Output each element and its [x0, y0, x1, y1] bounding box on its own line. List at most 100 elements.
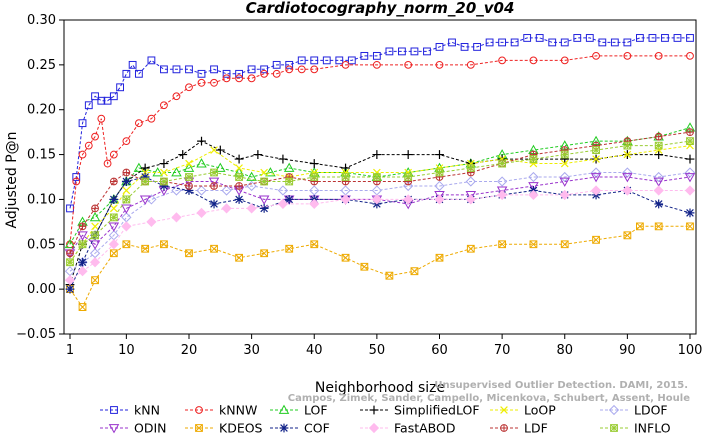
data-point-loop [623, 150, 632, 159]
data-point-knnw [529, 56, 538, 65]
legend-marker-ldof [608, 404, 620, 416]
data-point-fastabod [465, 194, 476, 205]
legend-label-knn: kNN [134, 403, 160, 418]
data-point-cof [284, 195, 294, 204]
data-point-knn [623, 38, 632, 47]
data-point-kdeos [623, 231, 632, 240]
data-point-knn [360, 51, 369, 60]
data-point-inflo [210, 168, 218, 177]
series-layer [64, 34, 696, 311]
data-point-lof [183, 162, 195, 172]
data-point-inflo [592, 146, 600, 154]
data-point-knnw [435, 60, 444, 69]
data-point-knnw [654, 51, 663, 60]
data-point-simplifiedlof [278, 154, 288, 164]
series-kdeos [66, 222, 694, 311]
legend-item-lof: LOF [270, 403, 328, 418]
data-point-knn [610, 38, 619, 47]
data-point-knnw [172, 92, 181, 101]
data-point-knn [335, 56, 344, 65]
legend-label-fastabod: FastABOD [394, 421, 456, 434]
data-point-ldof [684, 167, 696, 178]
legend-item-knn: kNN [100, 403, 160, 418]
x-tick-label: 100 [678, 343, 702, 358]
legend-item-fastabod: FastABOD [360, 421, 456, 434]
legend-marker-fastabod [368, 422, 380, 434]
data-point-knnw [147, 114, 156, 123]
data-point-knn [510, 38, 519, 47]
data-point-knnw [222, 74, 231, 83]
data-point-knn [435, 43, 444, 51]
data-point-odin [622, 173, 633, 183]
x-tick-label: 1 [66, 343, 74, 358]
data-point-knn [97, 96, 106, 105]
data-point-knn [185, 65, 193, 74]
data-point-inflo [310, 173, 319, 181]
data-point-ldf [91, 204, 99, 213]
data-point-knn [128, 60, 137, 69]
data-point-knn [160, 65, 168, 74]
legend-item-ldf: LDF [490, 421, 548, 434]
data-point-kdeos [122, 240, 131, 249]
data-point-lof [283, 162, 295, 172]
data-point-simplifiedlof [341, 163, 350, 173]
data-point-loop [560, 159, 569, 168]
data-point-knn [172, 65, 181, 74]
legend-label-simplifiedlof: SimplifiedLOF [394, 403, 480, 418]
data-point-knn [210, 65, 218, 74]
data-point-fastabod [77, 266, 88, 277]
data-point-kdeos [654, 222, 663, 231]
data-point-knnw [210, 78, 218, 87]
data-point-inflo [78, 240, 87, 249]
data-point-kdeos [385, 271, 394, 280]
data-point-knn [372, 51, 381, 60]
legend-item-odin: ODIN [100, 421, 167, 434]
data-point-inflo [686, 137, 694, 146]
data-point-fastabod [497, 189, 508, 201]
data-point-kdeos [109, 249, 118, 258]
data-point-ldof [246, 180, 257, 192]
data-point-kdeos [341, 253, 350, 262]
chart-title: Cardiotocography_norm_20_v04 [246, 0, 515, 17]
data-point-odin [121, 204, 132, 214]
data-point-knn [473, 43, 481, 51]
data-point-knn [673, 34, 682, 42]
data-point-cof [78, 257, 87, 267]
data-point-ldof [434, 180, 445, 192]
x-tick-label: 80 [556, 343, 573, 358]
data-point-knnw [686, 51, 694, 60]
data-point-knn [523, 34, 532, 42]
data-point-knn [560, 38, 569, 47]
data-point-fastabod [371, 194, 382, 205]
x-tick-label: 40 [306, 343, 323, 358]
data-point-simplifiedlof [372, 150, 382, 159]
data-point-loop [122, 186, 131, 195]
data-point-knnw [109, 150, 118, 159]
data-point-inflo [341, 173, 350, 181]
data-point-cof [140, 172, 150, 182]
data-point-knn [310, 56, 319, 65]
data-point-odin [139, 195, 151, 205]
x-tick-label: 20 [181, 343, 198, 358]
y-tick-label: 0.05 [27, 237, 56, 252]
data-point-knn [686, 34, 694, 42]
data-point-knnw [592, 51, 600, 60]
data-point-kdeos [560, 240, 569, 249]
data-point-ldf [78, 222, 87, 231]
data-point-loop [160, 168, 168, 177]
legend-item-cof: COF [270, 421, 330, 434]
data-point-simplifiedlof [435, 150, 444, 159]
data-point-knn [235, 69, 243, 78]
data-point-kdeos [498, 240, 507, 249]
data-point-ldof [196, 185, 207, 196]
legend-marker-knn [110, 406, 118, 414]
data-point-knn [460, 43, 469, 51]
legend-item-loop: LoOP [490, 403, 556, 418]
data-point-ldof [309, 185, 320, 196]
legend-item-inflo: INFLO [600, 421, 671, 434]
data-point-odin [590, 173, 602, 183]
data-point-ldof [277, 185, 289, 196]
data-point-knn [322, 56, 331, 65]
data-point-knnw [285, 65, 294, 74]
